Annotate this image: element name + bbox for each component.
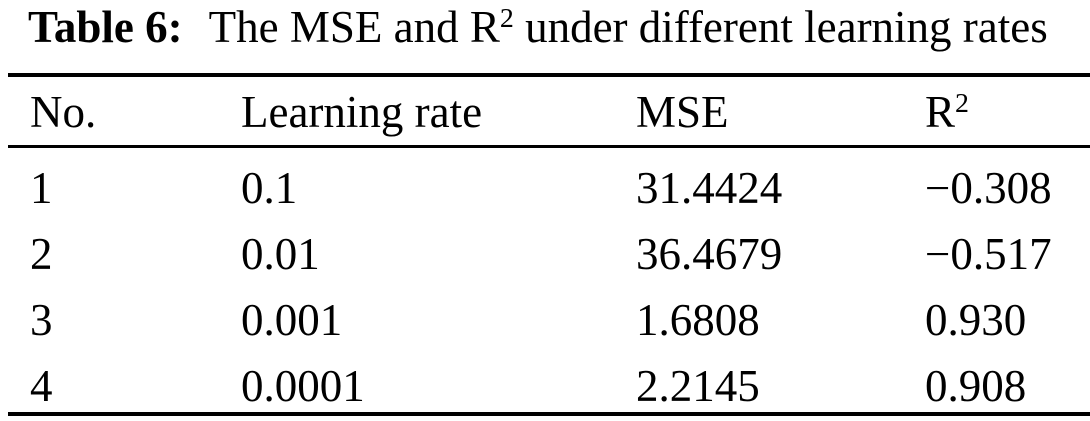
cell-mse: 2.2145 [636, 360, 760, 411]
cell-r2: −0.517 [925, 228, 1052, 279]
column-header-learning-rate: Learning rate [241, 87, 483, 137]
table-row-3: 3 0.001 1.6808 0.930 [8, 280, 1090, 346]
table-header-row: No. Learning rate MSE R2 [8, 77, 1090, 148]
cell-r2: 0.908 [925, 360, 1027, 411]
cell-r2: −0.308 [925, 162, 1052, 213]
caption-superscript: 2 [499, 2, 514, 34]
caption-text-before-sup: The MSE and R [208, 2, 500, 52]
cell-mse: 1.6808 [636, 294, 760, 345]
caption-label: Table 6: [28, 2, 183, 52]
table-row-2: 2 0.01 36.4679 −0.517 [8, 214, 1090, 280]
cell-learning-rate: 0.001 [241, 294, 343, 345]
column-header-no: No. [30, 87, 97, 137]
table-body: 1 0.1 31.4424 −0.308 2 0.01 36.4679 −0.5… [8, 148, 1090, 412]
table-bottom-rule [8, 412, 1090, 416]
caption-text: The MSE and R2 under different learning … [209, 2, 1048, 52]
cell-mse: 36.4679 [636, 228, 783, 279]
cell-learning-rate: 0.01 [241, 228, 320, 279]
cell-no: 4 [30, 360, 53, 411]
cell-no: 1 [30, 162, 53, 213]
column-header-r2: R2 [925, 86, 1090, 138]
cell-no: 3 [30, 294, 53, 345]
cell-learning-rate: 0.0001 [241, 360, 365, 411]
table-row-4: 4 0.0001 2.2145 0.908 [8, 346, 1090, 412]
column-header-r2-base: R [925, 87, 956, 137]
cell-r2: 0.930 [925, 294, 1027, 345]
results-table: No. Learning rate MSE R2 1 0.1 31.4424 −… [8, 73, 1090, 416]
table-caption: Table 6: The MSE and R2 under different l… [28, 1, 1048, 53]
column-header-mse: MSE [636, 87, 729, 137]
table-row-1: 1 0.1 31.4424 −0.308 [8, 148, 1090, 214]
table-top-rule [8, 73, 1090, 77]
cell-mse: 31.4424 [636, 162, 783, 213]
cell-no: 2 [30, 228, 53, 279]
cell-learning-rate: 0.1 [241, 162, 298, 213]
caption-text-after-sup: under different learning rates [513, 2, 1048, 52]
column-header-r2-superscript: 2 [955, 87, 969, 119]
